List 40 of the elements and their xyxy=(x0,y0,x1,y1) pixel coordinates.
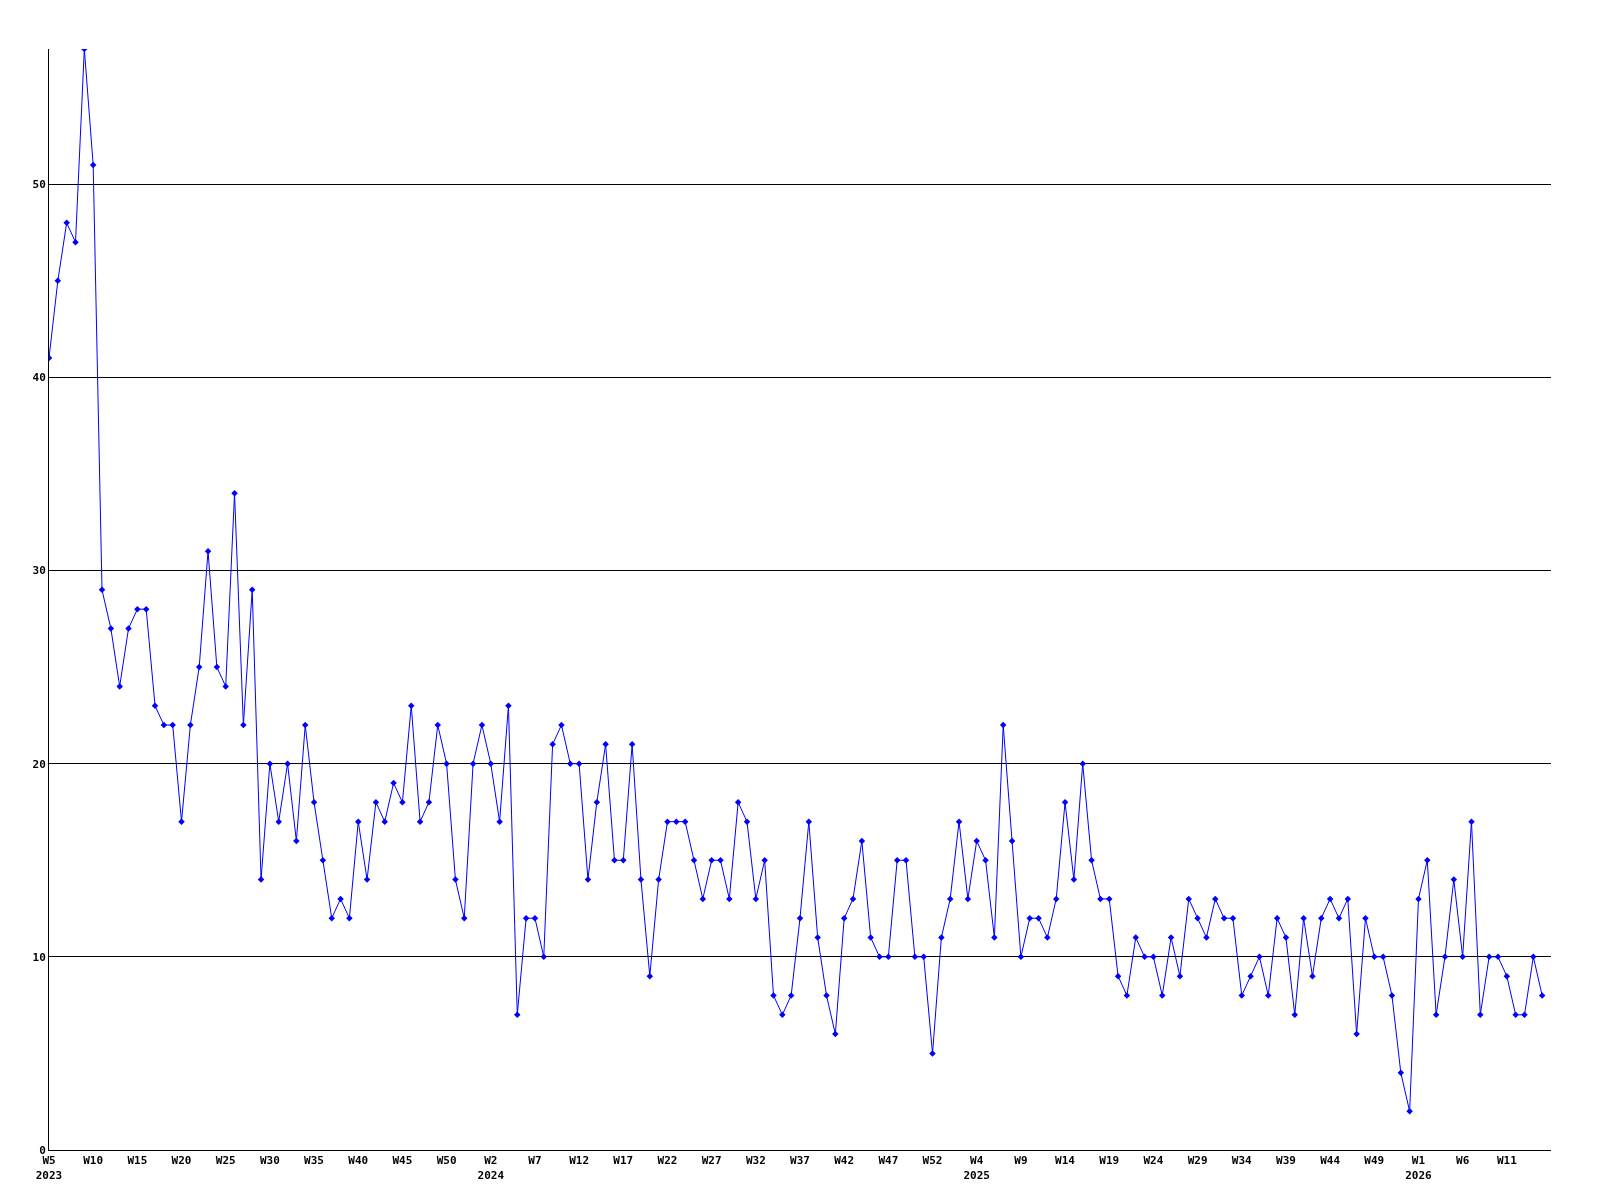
y-tick-label: 30 xyxy=(32,564,46,578)
x-tick-label: W44 xyxy=(1320,1154,1341,1168)
x-tick-label: W9 xyxy=(1014,1154,1028,1168)
x-tick-label: W14 xyxy=(1055,1154,1076,1168)
y-tick-label: 0 xyxy=(39,1143,46,1157)
x-tick-label: W11 xyxy=(1496,1154,1518,1168)
x-tick-label: W2 2024 xyxy=(477,1154,505,1182)
x-tick-label: W32 xyxy=(745,1154,766,1168)
x-tick-label: W19 xyxy=(1099,1154,1120,1168)
y-tick-label: 10 xyxy=(32,950,46,964)
x-tick-label: W45 xyxy=(392,1154,413,1168)
x-tick-label: W40 xyxy=(348,1154,369,1168)
x-tick-label: W17 xyxy=(613,1154,634,1168)
x-tick-label: W1 2026 xyxy=(1405,1154,1433,1182)
x-tick-label: W20 xyxy=(171,1154,192,1168)
x-tick-label: W42 xyxy=(834,1154,855,1168)
y-tick-label: 50 xyxy=(32,178,46,192)
x-tick-label: W49 xyxy=(1364,1154,1385,1168)
x-tick-label: W47 xyxy=(878,1154,899,1168)
x-tick-label: W52 xyxy=(922,1154,943,1168)
x-tick-label: W12 xyxy=(569,1154,590,1168)
x-tick-label: W22 xyxy=(657,1154,678,1168)
x-tick-label: W6 xyxy=(1456,1154,1470,1168)
y-tick-label: 40 xyxy=(32,371,46,385)
x-tick-label: W4 2025 xyxy=(963,1154,990,1182)
x-tick-label: W15 xyxy=(127,1154,148,1168)
x-tick-label: W30 xyxy=(259,1154,280,1168)
x-tick-label: W29 xyxy=(1187,1154,1208,1168)
x-tick-label: W25 xyxy=(215,1154,236,1168)
x-tick-label: W35 xyxy=(304,1154,324,1168)
y-tick-label: 20 xyxy=(32,757,46,771)
x-tick-label: W37 xyxy=(790,1154,810,1168)
x-tick-label: W5 2023 xyxy=(35,1154,63,1182)
x-tick-label: W39 xyxy=(1276,1154,1296,1168)
x-tick-label: W7 xyxy=(528,1154,542,1168)
x-tick-label: W24 xyxy=(1143,1154,1164,1168)
x-tick-label: W10 xyxy=(83,1154,104,1168)
x-tick-label: W34 xyxy=(1231,1154,1253,1168)
x-tick-label: W50 xyxy=(436,1154,457,1168)
x-tick-label: W27 xyxy=(701,1154,722,1168)
